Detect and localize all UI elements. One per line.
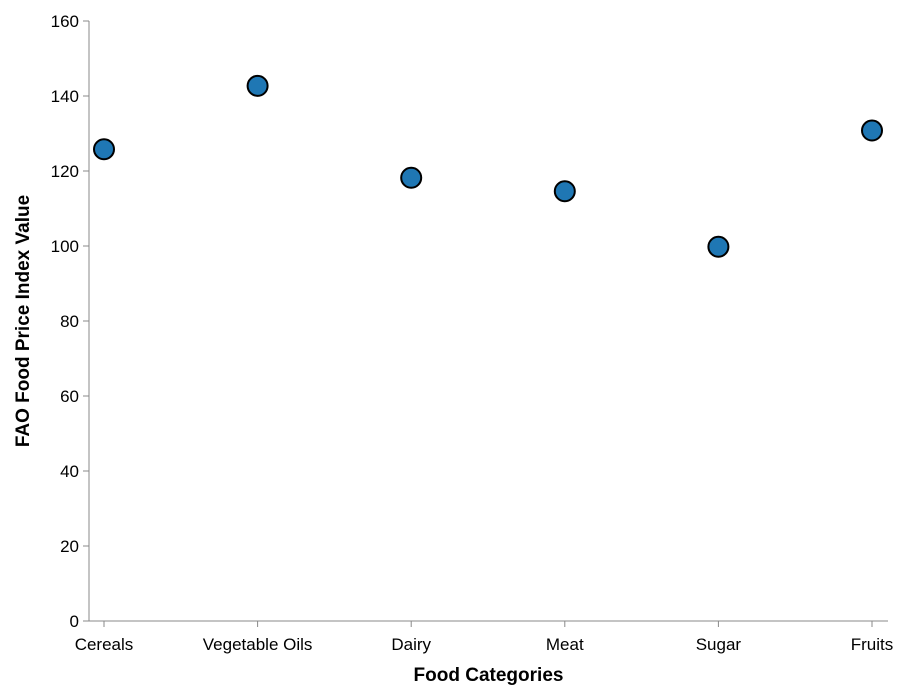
x-axis: Cereals Vegetable Oils Dairy Meat Sugar Fruit… bbox=[75, 620, 894, 654]
x-tick-label: Fruits bbox=[851, 635, 894, 654]
data-point bbox=[400, 166, 423, 189]
data-point bbox=[246, 74, 269, 97]
y-tick-label: 140 bbox=[51, 87, 79, 106]
x-tick-label: Cereals bbox=[75, 635, 134, 654]
y-tick-label: 0 bbox=[70, 612, 79, 631]
y-axis-title: FAO Food Price Index Value bbox=[13, 195, 34, 447]
data-point bbox=[861, 119, 883, 142]
y-axis: 0 20 40 60 80 100 120 140 160 bbox=[51, 12, 90, 631]
data-point bbox=[93, 138, 115, 161]
x-tick-label: Meat bbox=[546, 635, 584, 654]
x-axis-title: Food Categories bbox=[414, 665, 564, 686]
y-tick-label: 120 bbox=[51, 162, 79, 181]
y-tick-label: 20 bbox=[60, 537, 79, 556]
y-tick-label: 40 bbox=[60, 462, 79, 481]
x-tick-label: Sugar bbox=[696, 635, 742, 654]
y-tick-label: 100 bbox=[51, 237, 79, 256]
y-tick-label: 160 bbox=[51, 12, 79, 31]
y-tick-label: 60 bbox=[60, 387, 79, 406]
data-points bbox=[93, 74, 883, 258]
y-tick-label: 80 bbox=[60, 312, 79, 331]
x-tick-label: Dairy bbox=[391, 635, 431, 654]
x-tick-label: Vegetable Oils bbox=[203, 635, 313, 654]
data-point bbox=[553, 180, 576, 203]
data-point bbox=[707, 235, 730, 258]
